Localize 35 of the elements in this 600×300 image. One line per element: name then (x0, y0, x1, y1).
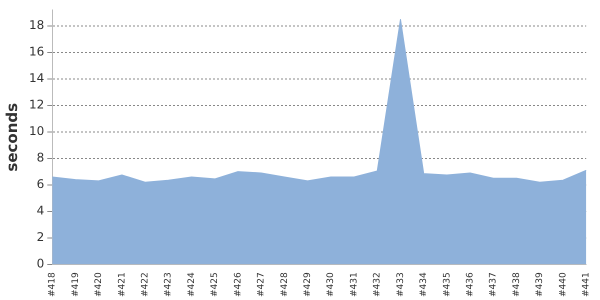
x-tick-label: #425 (210, 272, 220, 298)
y-tick-label: 10 (28, 124, 44, 138)
y-tick-label: 8 (36, 150, 44, 165)
x-tick-label: #427 (256, 272, 267, 298)
y-tick-label: 12 (28, 98, 44, 112)
y-tick-label: 14 (28, 71, 44, 86)
x-tick-label: #423 (164, 272, 174, 298)
x-tick-label: #441 (582, 272, 592, 298)
y-tick-label: 6 (36, 177, 44, 192)
x-tick-label: #439 (535, 272, 546, 298)
y-tick-label: 2 (36, 230, 44, 244)
x-tick-label: #430 (326, 272, 336, 298)
y-tick-label: 16 (28, 44, 44, 59)
x-tick-label: #420 (94, 272, 104, 298)
x-tick-label: #429 (302, 272, 313, 298)
x-tick-label: #421 (117, 272, 128, 298)
x-tick-label: #424 (186, 272, 197, 298)
x-tick-label: #432 (372, 272, 383, 298)
y-axis-title: seconds (2, 102, 21, 172)
x-tick-label: #440 (558, 272, 568, 298)
y-tick-label: 18 (28, 18, 44, 32)
y-tick-label: 0 (36, 256, 44, 270)
x-tick-label: #418 (48, 272, 58, 298)
x-tick-label: #433 (396, 272, 406, 298)
x-tick-label: #426 (233, 272, 244, 298)
x-tick-label: #422 (140, 272, 150, 298)
y-tick-label: 4 (36, 203, 44, 218)
x-tick-label: #428 (280, 272, 290, 298)
x-tick-label: #431 (349, 272, 360, 298)
x-tick-label: #438 (512, 272, 522, 298)
x-tick-label: #435 (442, 272, 452, 298)
x-tick-label: #437 (488, 272, 499, 298)
x-tick-label: #434 (419, 272, 430, 298)
x-tick-label: #436 (465, 272, 476, 298)
x-tick-label: #419 (70, 272, 81, 298)
